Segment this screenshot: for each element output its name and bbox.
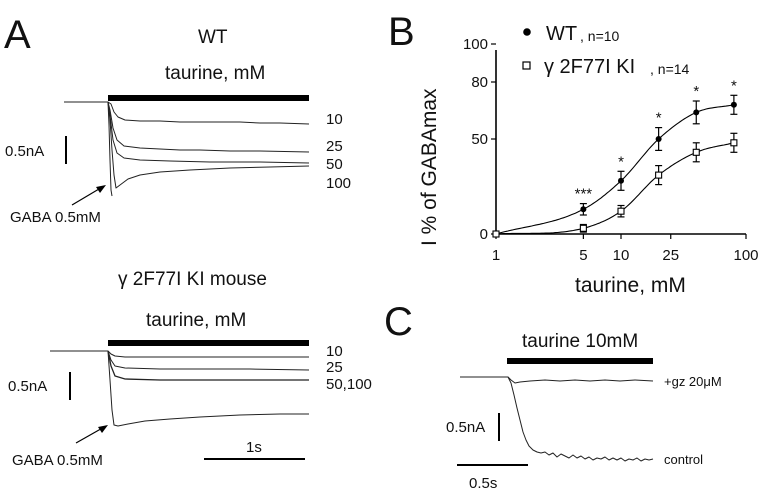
y-tick-label: 100 [463,36,488,53]
data-point-ki [579,224,587,232]
significance-marker: * [618,153,624,170]
data-point-wt [580,206,587,213]
panel-c-trace-gabazine [460,376,654,384]
panel-a-wt-title: WT [198,27,228,48]
data-point-ki [492,230,500,238]
panel-a-ki-gaba-label: GABA 0.5mM [12,452,103,469]
panel-b-plot-area: ****** * [492,77,738,238]
panel-a-wt-gaba-label: GABA 0.5mM [10,209,101,226]
legend-wt-marker [523,28,531,36]
panel-a-wt-scale-label: 0.5nA [5,143,44,160]
panel-a-wt-trace-gaba [107,101,113,197]
panel-a-wt-conc-label: 25 [326,138,343,155]
panel-a-wt-trace-100 [107,101,310,189]
panel-c-letter: C [384,300,413,344]
data-point-ki [617,207,625,215]
significance-marker: *** [575,186,593,203]
panel-a-ki-conc-label: 50,100 [326,376,372,393]
panel-a-ki-bar-label: taurine, mM [146,310,246,331]
data-point-wt [655,136,662,142]
panel-b-y-axis-title: I % of GABAmax [418,88,441,246]
panel-a-wt-gaba-arrow [71,185,106,206]
y-tick-label: 0 [480,226,488,243]
x-tick-label: 100 [733,247,758,264]
panel-a-ki-trace-gaba [107,350,309,427]
panel-a-ki-trace-25 [107,350,310,371]
panel-a-ki-conc-label: 10 [326,343,343,360]
panel-a-wt-conc-label: 100 [326,175,351,192]
panel-c-time-scale-label: 0.5s [469,475,497,492]
x-tick-label: 10 [613,247,630,264]
panel-a-wt-conc-label: 10 [326,111,343,128]
x-tick-label: 1 [492,247,500,264]
fit-curve-series-2 [495,142,735,235]
data-point-wt [693,109,700,116]
panel-a-ki-title: γ 2F77I KI mouse [118,269,267,290]
panel-a-time-scale-label: 1s [246,439,262,456]
significance-marker: * [693,83,699,100]
legend-wt-n: , n=10 [580,28,620,44]
y-tick-label: 80 [471,74,488,91]
data-point-ki [655,171,663,179]
legend-ki-n: , n=14 [650,61,690,77]
panel-a-ki-gaba-arrow [75,425,108,444]
legend-ki-label: γ 2F77I KI [544,56,635,78]
panel-c-control-label: control [664,452,703,467]
panel-b-x-axis-title: taurine, mM [575,274,686,297]
data-point-ki [692,148,700,156]
x-tick-label: 5 [579,247,587,264]
legend-wt-label: WT [546,23,577,45]
data-point-wt [730,101,737,108]
panel-b-y-ticks: 0 50 80 100 [463,36,496,243]
panel-b-legend: WT , n=10 γ 2F77I KI , n=14 [522,23,690,78]
panel-a-wt-trace-25 [107,101,310,153]
y-tick-label: 50 [471,131,488,148]
panel-b-letter: B [388,10,415,54]
panel-a-ki-conc-label: 25 [326,359,343,376]
panel-a-wt-conc-label: 50 [326,156,343,173]
panel-a-wt-trace-10 [64,101,310,125]
panel-b-x-ticks: 1 5 10 25 100 [492,234,759,264]
panel-c-trace-control [460,376,654,462]
significance-marker: * [731,77,737,94]
data-point-ki [730,139,738,147]
panel-a-wt-trace-50 [107,101,310,164]
panel-c-gabazine-label: +gz 20μM [664,374,722,389]
panel-a-ki-scale-label: 0.5nA [8,378,47,395]
panel-a-ki-trace-10 [50,350,309,358]
panel-c-bar-label: taurine 10mM [522,331,638,352]
legend-ki-marker [522,61,531,70]
panel-c-current-scale-label: 0.5nA [446,419,485,436]
x-tick-label: 25 [662,247,679,264]
panel-a-wt-bar-label: taurine, mM [165,63,265,84]
panel-a-ki-trace-50-100 [107,350,309,381]
significance-marker: * [656,110,662,127]
data-point-wt [618,177,624,184]
panel-a-letter: A [4,13,31,57]
